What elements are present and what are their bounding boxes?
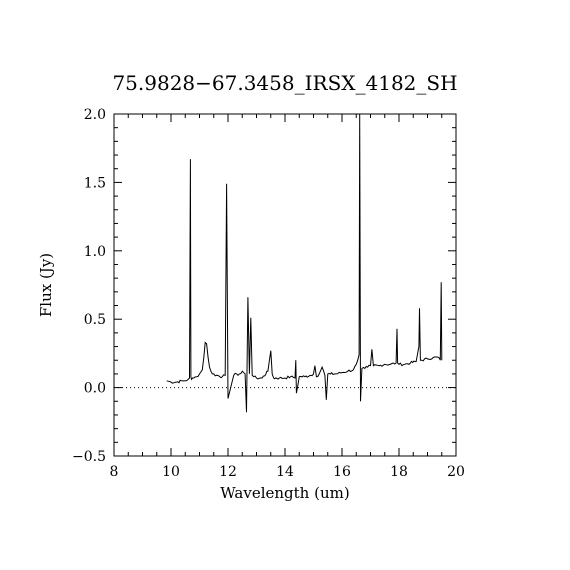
- x-tick-label: 8: [110, 464, 119, 480]
- x-tick-label: 12: [219, 464, 237, 480]
- x-tick-label: 20: [447, 464, 465, 480]
- y-tick-label: 0.0: [84, 381, 106, 397]
- y-tick-label: 0.5: [84, 312, 106, 328]
- chart-title: 75.9828−67.3458_IRSX_4182_SH: [112, 71, 457, 95]
- x-tick-label: 10: [162, 464, 180, 480]
- spectrum-line: [166, 113, 443, 413]
- plot-area: 8 10 12 14 16 18 20 −0.5 0.0 0.5 1.0 1.5 2.0: [72, 107, 465, 480]
- y-axis-label: Flux (Jy): [37, 253, 55, 317]
- x-tick-label: 18: [390, 464, 408, 480]
- x-tick-label: 16: [333, 464, 351, 480]
- x-axis-label: Wavelength (um): [220, 484, 349, 502]
- plot-frame: [113, 113, 457, 457]
- y-tick-label: −0.5: [72, 449, 106, 465]
- x-tick-label: 14: [276, 464, 294, 480]
- y-tick-label: 2.0: [84, 107, 106, 123]
- y-tick-label: 1.0: [84, 244, 106, 260]
- y-tick-label: 1.5: [84, 175, 106, 191]
